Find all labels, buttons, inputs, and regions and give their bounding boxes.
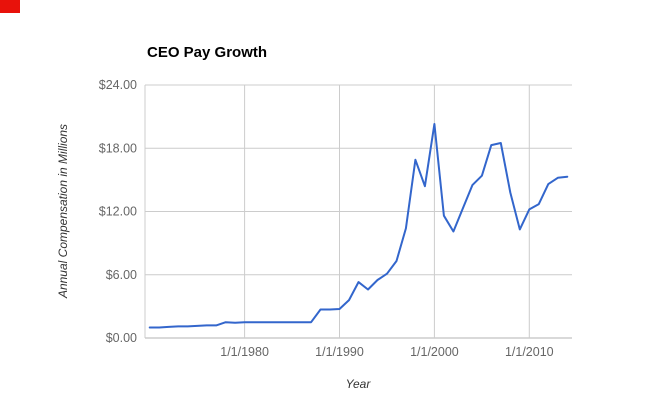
red-corner-marker: [0, 0, 20, 13]
y-tick-label: $24.00: [99, 78, 137, 92]
y-tick-label: $12.00: [99, 205, 137, 219]
chart-title: CEO Pay Growth: [147, 44, 268, 61]
x-tick-label: 1/1/1980: [220, 345, 269, 359]
y-tick-label: $18.00: [99, 141, 137, 155]
x-tick-label: 1/1/2000: [410, 345, 459, 359]
y-axis-title: Annual Compensation in Millions: [56, 123, 70, 299]
y-tick-label: $6.00: [106, 268, 137, 282]
ceo-pay-line: [148, 123, 569, 329]
x-axis-title: Year: [345, 377, 371, 391]
y-tick-label: $0.00: [106, 331, 137, 345]
x-tick-label: 1/1/2010: [505, 345, 554, 359]
x-tick-label: 1/1/1990: [315, 345, 364, 359]
